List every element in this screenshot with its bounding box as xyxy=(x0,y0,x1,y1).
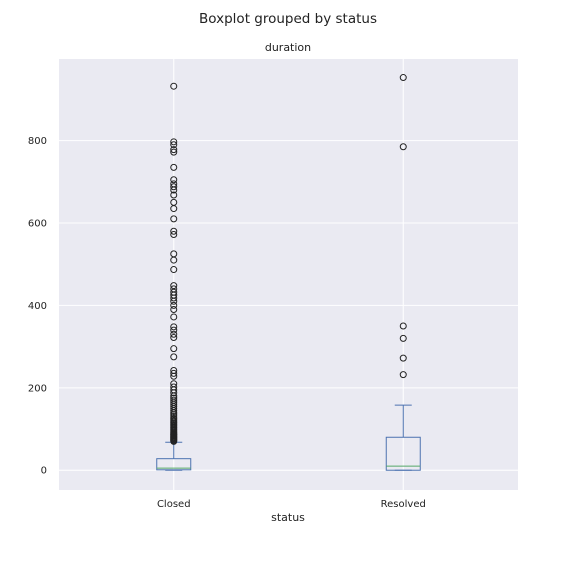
outlier-point xyxy=(399,143,407,151)
outlier-point xyxy=(170,176,178,184)
chart-title: duration xyxy=(265,41,311,54)
outlier-point xyxy=(170,330,178,338)
y-tick-label: 200 xyxy=(28,383,47,394)
outlier-point xyxy=(170,141,178,149)
outlier-point xyxy=(170,353,178,361)
x-axis-label: status xyxy=(271,511,305,524)
outlier-point xyxy=(170,82,178,90)
outlier-point xyxy=(170,148,178,156)
chart-suptitle: Boxplot grouped by status xyxy=(199,11,377,27)
y-tick-label: 400 xyxy=(28,301,47,312)
y-tick-label: 600 xyxy=(28,218,47,229)
y-tick-label: 800 xyxy=(28,136,47,147)
outlier-point xyxy=(170,191,178,199)
outlier-point xyxy=(170,146,178,154)
outlier-point xyxy=(170,369,178,377)
outlier-point xyxy=(170,138,178,146)
outlier-point xyxy=(170,323,178,331)
outlier-point xyxy=(170,367,178,375)
axis-ticks: 0 200 400 600 800 Closed Resolved xyxy=(28,136,426,510)
outlier-point xyxy=(399,334,407,342)
outlier-point xyxy=(170,326,178,334)
outlier-point xyxy=(170,163,178,171)
outlier-point xyxy=(170,250,178,258)
outlier-point xyxy=(170,285,178,293)
outlier-point xyxy=(170,345,178,353)
x-tick-label: Closed xyxy=(157,499,191,510)
outlier-point xyxy=(170,266,178,274)
outlier-point xyxy=(170,231,178,239)
outlier-point xyxy=(170,394,178,402)
outlier-point xyxy=(399,354,407,362)
grid-lines xyxy=(59,59,518,490)
outlier-point xyxy=(170,396,178,404)
box-resolved xyxy=(385,74,421,471)
outlier-point xyxy=(170,227,178,235)
x-tick-label: Resolved xyxy=(381,499,426,510)
outlier-point xyxy=(170,383,178,391)
outlier-point xyxy=(170,288,178,296)
outlier-point xyxy=(170,380,178,388)
plot-area xyxy=(59,59,518,490)
outlier-point xyxy=(170,306,178,314)
outlier-point xyxy=(170,183,178,191)
box-iqr xyxy=(385,436,421,471)
outlier-point xyxy=(399,74,407,82)
outlier-point xyxy=(170,313,178,321)
outlier-point xyxy=(170,282,178,290)
outlier-point xyxy=(399,322,407,330)
outlier-point xyxy=(170,215,178,223)
outlier-point xyxy=(170,198,178,206)
y-tick-label: 0 xyxy=(41,466,47,477)
outlier-point xyxy=(170,301,178,309)
outlier-point xyxy=(170,334,178,342)
box-closed xyxy=(156,82,192,471)
outlier-point xyxy=(399,371,407,379)
boxes xyxy=(156,74,421,471)
box-iqr xyxy=(156,458,192,471)
outlier-point xyxy=(170,180,178,188)
